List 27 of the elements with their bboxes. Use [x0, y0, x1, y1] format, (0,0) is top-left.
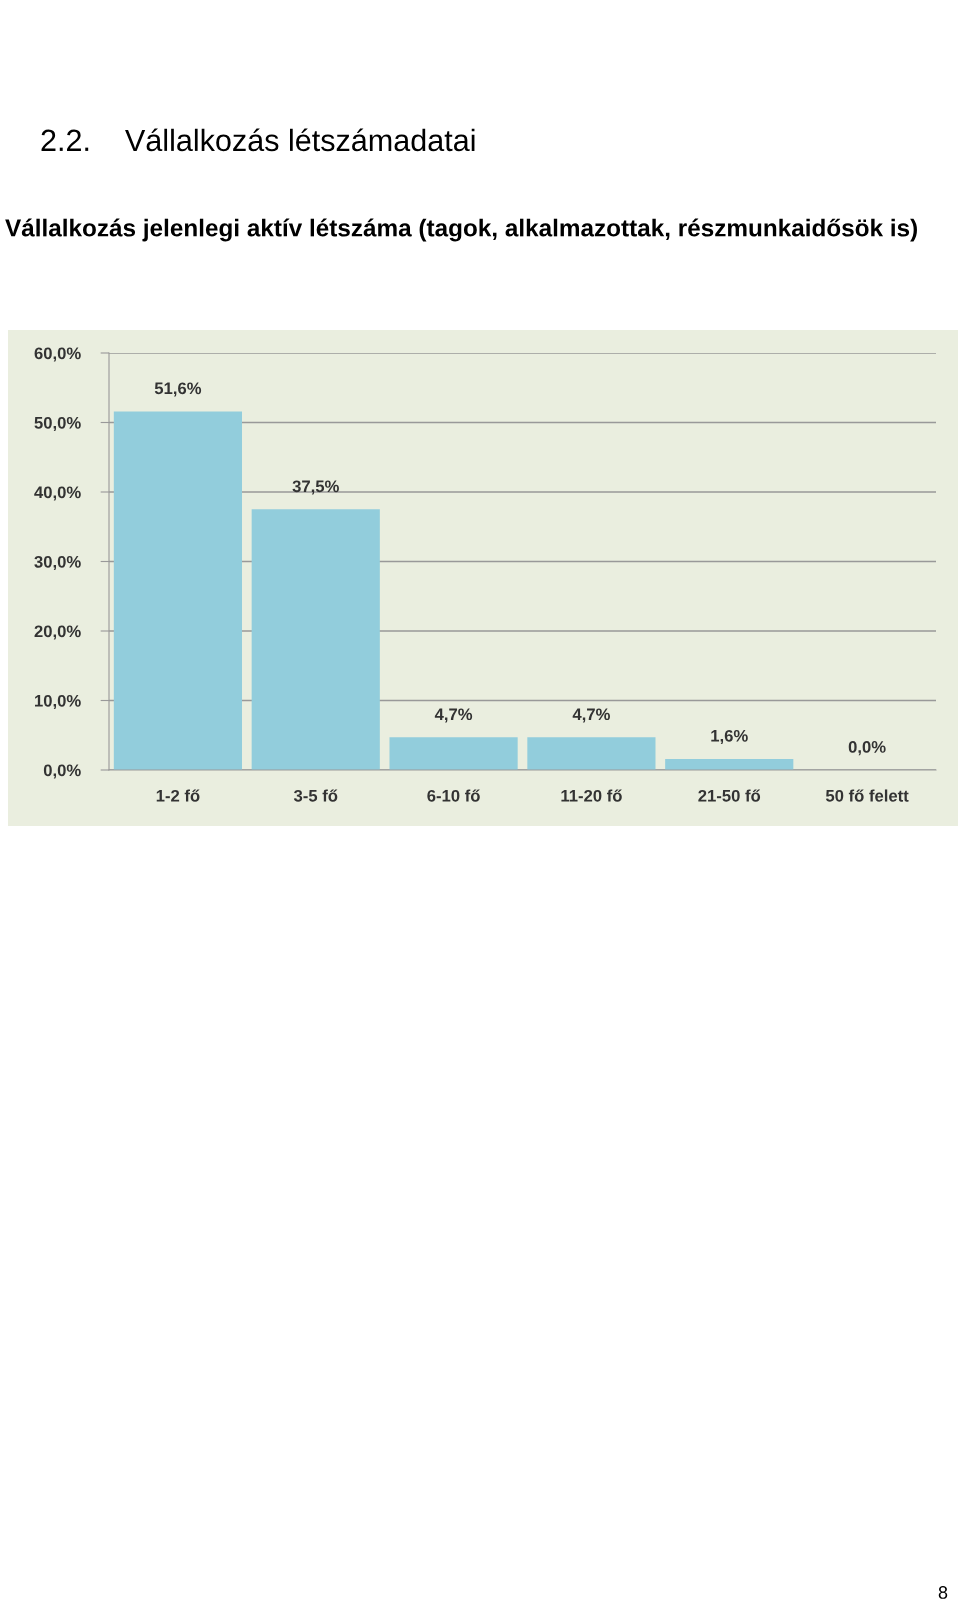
data-label: 4,7%	[434, 708, 473, 723]
text: 8	[938, 1586, 948, 1599]
data-label: 0,0%	[848, 741, 886, 756]
x-tick-label: 21-50 fő	[698, 789, 761, 802]
bar	[113, 411, 243, 770]
x-tick-label: 50 fő felett	[825, 789, 909, 802]
data-label: 1,6%	[711, 729, 748, 745]
y-tick-label: 0,0%	[43, 764, 81, 779]
y-tick-label: 10,0%	[35, 694, 81, 710]
y-tick-label: 20,0%	[34, 625, 81, 640]
data-label: 51,6%	[154, 382, 202, 397]
x-tick-label: 1-2 fő	[156, 789, 200, 802]
x-tick-label: 11-20 fő	[561, 789, 622, 802]
bar	[527, 737, 656, 770]
y-tick-label: 60,0%	[34, 347, 81, 362]
chart-title: 2.2. Vállalkozás létszámadatai	[41, 128, 475, 152]
chart-subtitle: Vállalkozás jelenlegi aktív létszáma (tagok, alkalmazottak, részmunkaidősök is)	[5, 218, 917, 242]
data-label: 4,7%	[572, 708, 610, 723]
data-label: 37,5%	[292, 480, 339, 495]
x-tick-label: 6-10 fő	[427, 789, 480, 802]
bar	[665, 758, 794, 770]
bar	[389, 737, 518, 770]
bar	[251, 509, 380, 770]
y-tick-label: 30,0%	[34, 555, 81, 571]
x-tick-label: 3-5 fő	[293, 789, 338, 802]
y-tick-label: 50,0%	[34, 416, 81, 432]
y-tick-label: 40,0%	[34, 486, 81, 501]
